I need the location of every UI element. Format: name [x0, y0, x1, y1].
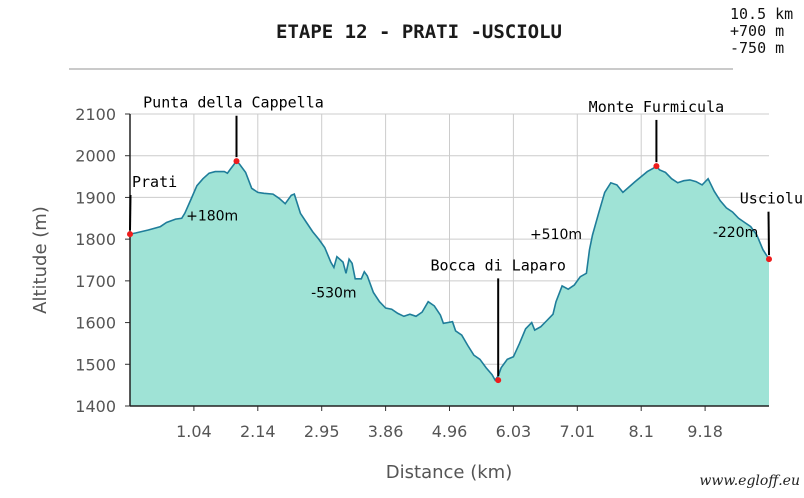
elevation-area	[130, 161, 769, 406]
stat-distance: 10.5 km	[730, 5, 793, 23]
waypoint-marker	[127, 231, 133, 238]
y-tick-label: 2000	[75, 147, 116, 166]
elevation-change-label: -530m	[311, 286, 356, 302]
x-axis-label: Distance (km)	[386, 462, 512, 483]
x-tick-label: 6.03	[496, 422, 532, 441]
y-tick-label: 2100	[75, 105, 116, 124]
y-tick-label: 1600	[75, 314, 116, 333]
elevation-change-label: +510m	[530, 227, 582, 243]
leader-line	[767, 211, 770, 256]
waypoint-marker	[766, 256, 772, 263]
site-credit: www.egloff.eu	[699, 473, 800, 489]
x-tick-label: 7.01	[559, 422, 595, 441]
x-tick-label: 2.95	[304, 422, 340, 441]
waypoint-label: Prati	[132, 173, 177, 191]
x-tick-label: 4.96	[432, 422, 468, 441]
stat-descent: -750 m	[730, 39, 784, 57]
waypoint-label: Punta della Cappella	[143, 94, 324, 112]
waypoint-marker	[233, 158, 240, 165]
waypoint-label: Monte Furmicula	[589, 98, 724, 116]
waypoint-marker	[495, 377, 502, 384]
y-tick-label: 1700	[75, 272, 116, 291]
leader-line	[129, 194, 132, 231]
x-tick-label: 9.18	[687, 422, 723, 441]
x-tick-label: 3.86	[368, 422, 404, 441]
y-tick-label: 1500	[75, 355, 116, 374]
waypoint-marker	[653, 163, 660, 170]
x-tick-label: 2.14	[240, 422, 276, 441]
y-tick-label: 1800	[75, 230, 116, 249]
y-axis-label: Altitude (m)	[30, 206, 51, 314]
elevation-change-label: +180m	[186, 208, 238, 224]
x-tick-label: 8.1	[628, 422, 653, 441]
axes: 1400 1500 1600 1700 1800 1900 2000 2100 1.04 2.14…	[75, 105, 769, 441]
x-tick-label: 1.04	[176, 422, 212, 441]
annotations: Prati Punta della Cappella Bocca di Laparo…	[127, 94, 803, 384]
waypoint-label: Usciolu	[740, 190, 803, 208]
y-tick-label: 1900	[75, 188, 116, 207]
waypoint-label: Bocca di Laparo	[430, 256, 565, 274]
stat-ascent: +700 m	[730, 22, 784, 40]
chart-title: ETAPE 12 - PRATI -USCIOLU	[276, 21, 562, 43]
y-tick-label: 1400	[75, 397, 116, 416]
elevation-change-label: -220m	[713, 225, 758, 241]
